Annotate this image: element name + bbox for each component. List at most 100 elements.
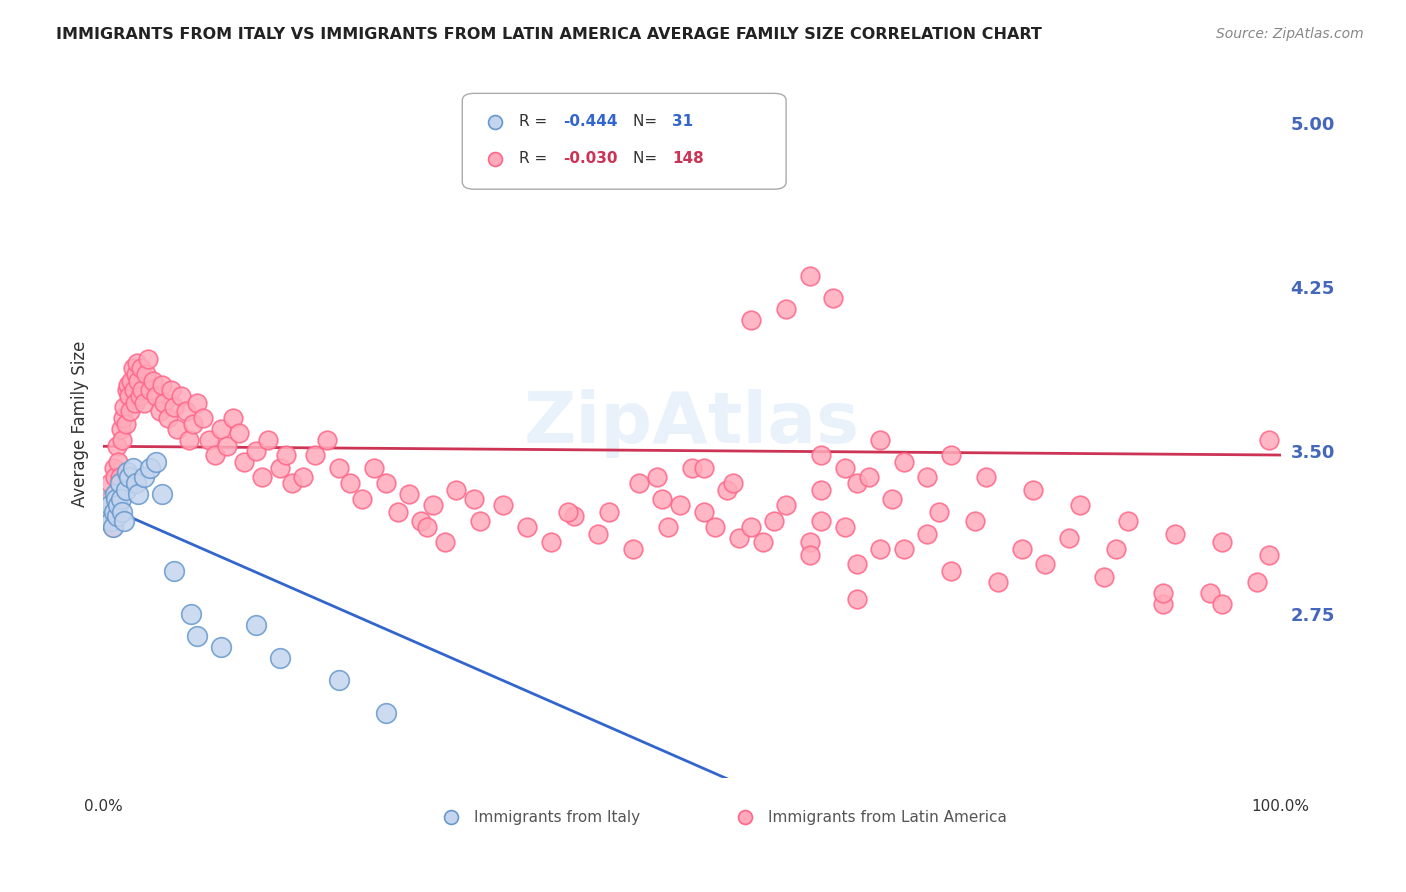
Point xyxy=(101,520,124,534)
Point xyxy=(939,448,962,462)
FancyBboxPatch shape xyxy=(463,94,786,189)
Point xyxy=(170,389,193,403)
Point xyxy=(374,706,396,720)
Point xyxy=(269,651,291,665)
Point xyxy=(186,395,208,409)
Point xyxy=(880,491,903,506)
Point xyxy=(134,368,156,382)
Point xyxy=(125,476,148,491)
Text: Source: ZipAtlas.com: Source: ZipAtlas.com xyxy=(1216,27,1364,41)
Text: R =: R = xyxy=(519,151,553,166)
Point xyxy=(121,461,143,475)
Point xyxy=(160,383,183,397)
Point xyxy=(221,411,243,425)
Text: 31: 31 xyxy=(672,114,693,129)
Text: 100.0%: 100.0% xyxy=(1251,799,1309,814)
Point xyxy=(492,498,515,512)
Point xyxy=(134,470,156,484)
Text: ZipAtlas: ZipAtlas xyxy=(524,389,860,458)
Text: 148: 148 xyxy=(672,151,703,166)
Point xyxy=(104,487,127,501)
Point xyxy=(1246,574,1268,589)
Point xyxy=(118,389,141,403)
Point xyxy=(177,433,200,447)
Point xyxy=(198,433,221,447)
Point xyxy=(304,448,326,462)
Point xyxy=(120,374,142,388)
Point xyxy=(692,461,714,475)
Point xyxy=(869,541,891,556)
Text: -0.030: -0.030 xyxy=(564,151,619,166)
Point xyxy=(463,491,485,506)
Point xyxy=(127,487,149,501)
Point xyxy=(105,509,128,524)
Point xyxy=(516,520,538,534)
Point xyxy=(893,541,915,556)
Point xyxy=(118,470,141,484)
Point xyxy=(127,374,149,388)
Point xyxy=(398,487,420,501)
Point xyxy=(409,514,432,528)
Point xyxy=(845,558,868,572)
Point xyxy=(110,491,132,506)
Point xyxy=(108,476,131,491)
Point xyxy=(716,483,738,497)
Point xyxy=(352,491,374,506)
Point xyxy=(107,498,129,512)
Point xyxy=(1022,483,1045,497)
Point xyxy=(125,368,148,382)
Point xyxy=(963,514,986,528)
Point xyxy=(1069,498,1091,512)
Point xyxy=(586,526,609,541)
Point xyxy=(845,592,868,607)
Point xyxy=(987,574,1010,589)
Point xyxy=(104,470,127,484)
Point xyxy=(621,541,644,556)
Point xyxy=(122,383,145,397)
Point xyxy=(834,520,856,534)
Point xyxy=(557,505,579,519)
Text: IMMIGRANTS FROM ITALY VS IMMIGRANTS FROM LATIN AMERICA AVERAGE FAMILY SIZE CORRE: IMMIGRANTS FROM ITALY VS IMMIGRANTS FROM… xyxy=(56,27,1042,42)
Text: Immigrants from Latin America: Immigrants from Latin America xyxy=(769,810,1007,825)
Point xyxy=(105,439,128,453)
Point xyxy=(810,514,832,528)
Point xyxy=(156,411,179,425)
Point xyxy=(692,505,714,519)
Point xyxy=(468,514,491,528)
Point xyxy=(869,433,891,447)
Point xyxy=(114,483,136,497)
Point xyxy=(1105,541,1128,556)
Y-axis label: Average Family Size: Average Family Size xyxy=(72,340,89,507)
Point xyxy=(145,389,167,403)
Point xyxy=(112,400,135,414)
Point xyxy=(721,476,744,491)
Point xyxy=(422,498,444,512)
Point xyxy=(257,433,280,447)
Point xyxy=(834,461,856,475)
Point xyxy=(136,351,159,366)
Point xyxy=(120,404,142,418)
Point xyxy=(810,448,832,462)
Point xyxy=(845,476,868,491)
Point xyxy=(540,535,562,549)
Point xyxy=(112,411,135,425)
Point xyxy=(651,491,673,506)
Text: R =: R = xyxy=(519,114,553,129)
Point xyxy=(139,383,162,397)
Point xyxy=(645,470,668,484)
Point xyxy=(280,476,302,491)
Point xyxy=(1257,433,1279,447)
Point xyxy=(269,461,291,475)
Point xyxy=(209,422,232,436)
Point xyxy=(103,461,125,475)
Point xyxy=(823,291,845,305)
Point xyxy=(98,505,121,519)
Point xyxy=(704,520,727,534)
Point xyxy=(274,448,297,462)
Point xyxy=(1011,541,1033,556)
Point xyxy=(128,389,150,403)
Point xyxy=(150,378,173,392)
Point xyxy=(657,520,679,534)
Point xyxy=(775,498,797,512)
Point xyxy=(562,509,585,524)
